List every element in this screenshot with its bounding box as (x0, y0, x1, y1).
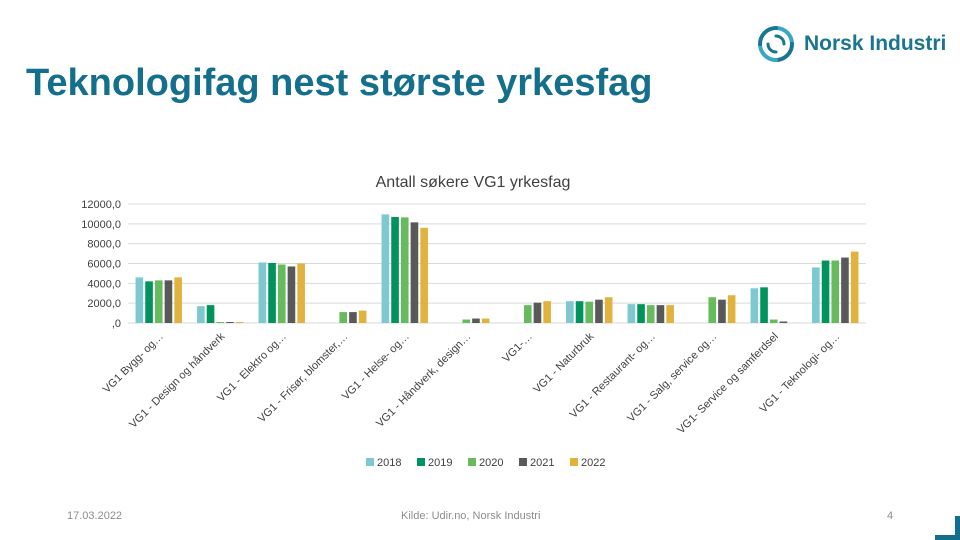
bar-2018 (627, 304, 636, 323)
legend-swatch (570, 458, 578, 466)
bar-2018 (258, 262, 267, 323)
legend-label: 2018 (377, 457, 401, 469)
bar-2021 (779, 321, 788, 323)
bar-2018 (381, 214, 390, 323)
bar-2020 (216, 322, 225, 323)
bar-2022 (850, 251, 859, 323)
y-tick-label: 8000,0 (87, 239, 121, 251)
bar-2019 (206, 305, 215, 323)
bar-2020 (831, 260, 840, 323)
bar-2018 (197, 306, 205, 323)
bar-2020 (400, 217, 409, 323)
x-category-label: VG1- Service og samferdsel (675, 331, 781, 437)
bar-2022 (420, 227, 428, 323)
legend-swatch (468, 458, 476, 466)
legend-swatch (366, 458, 374, 466)
footer-date: 17.03.2022 (67, 510, 123, 522)
bar-2022 (543, 301, 551, 323)
bar-2020 (462, 319, 471, 323)
bar-2020 (277, 264, 286, 323)
x-category-label: VG1 - Naturbruk (531, 330, 596, 395)
bar-2020 (339, 312, 348, 323)
bar-2018 (812, 267, 820, 323)
legend-swatch (417, 458, 425, 466)
y-tick-label: 6000,0 (87, 259, 121, 271)
bar-2019 (821, 260, 830, 323)
bar-2021 (718, 299, 726, 323)
footer-source: Kilde: Udir.no, Norsk Industri (401, 510, 541, 522)
x-category-label: VG1 - Helse- og… (340, 331, 412, 403)
chart-title: Antall søkere VG1 yrkesfag (376, 174, 571, 191)
bar-2021 (287, 266, 296, 323)
bar-2019 (575, 301, 584, 323)
corner-decoration (935, 516, 960, 540)
legend-swatch (519, 458, 527, 466)
legend-label: 2020 (479, 457, 503, 469)
bar-2019 (391, 216, 399, 323)
bar-2021 (164, 280, 173, 323)
x-category-label: VG1 Bygg- og… (101, 331, 166, 396)
y-tick-label: 10000,0 (81, 219, 121, 231)
bar-2022 (235, 322, 244, 323)
norsk-industri-logo: Norsk Industri (756, 24, 946, 64)
y-tick-label: 2000,0 (87, 298, 121, 310)
bar-2019 (637, 304, 645, 323)
bar-2021 (656, 305, 665, 323)
legend-label: 2022 (581, 457, 605, 469)
bar-2020 (523, 305, 532, 323)
bar-2018 (135, 277, 144, 323)
bar-2018 (750, 288, 759, 323)
logo-icon (758, 26, 794, 62)
y-tick-label: 12000,0 (81, 199, 121, 211)
bar-2021 (410, 222, 419, 323)
bar-2021 (349, 312, 357, 323)
bar-2019 (268, 263, 276, 323)
bar-2022 (358, 310, 367, 323)
bar-2022 (297, 263, 305, 323)
bar-2020 (646, 305, 655, 323)
bar-2022 (727, 295, 736, 323)
bar-2022 (666, 305, 674, 323)
x-category-label: VG1-… (500, 331, 534, 365)
legend-label: 2021 (530, 457, 554, 469)
bar-2022 (481, 318, 490, 323)
bar-2020 (769, 319, 778, 323)
logo-text: Norsk Industri (804, 32, 947, 55)
bar-2020 (154, 280, 163, 323)
page-number: 4 (887, 510, 894, 522)
legend-label: 2019 (428, 457, 452, 469)
bar-2019 (760, 287, 768, 323)
bar-2021 (226, 322, 234, 323)
bar-2021 (533, 302, 542, 323)
bar-2021 (841, 257, 849, 323)
bar-2021 (472, 318, 480, 323)
bar-2018 (566, 301, 574, 323)
y-tick-label: 4000,0 (87, 278, 121, 290)
bar-2021 (595, 299, 603, 323)
bar-2020 (708, 297, 717, 323)
y-tick-label: ,0 (112, 318, 121, 330)
bar-2020 (585, 301, 594, 323)
bar-2019 (145, 281, 153, 323)
bar-2022 (604, 297, 613, 323)
slide-title: Teknologifag nest største yrkesfag (26, 62, 653, 104)
bar-2022 (174, 277, 182, 323)
